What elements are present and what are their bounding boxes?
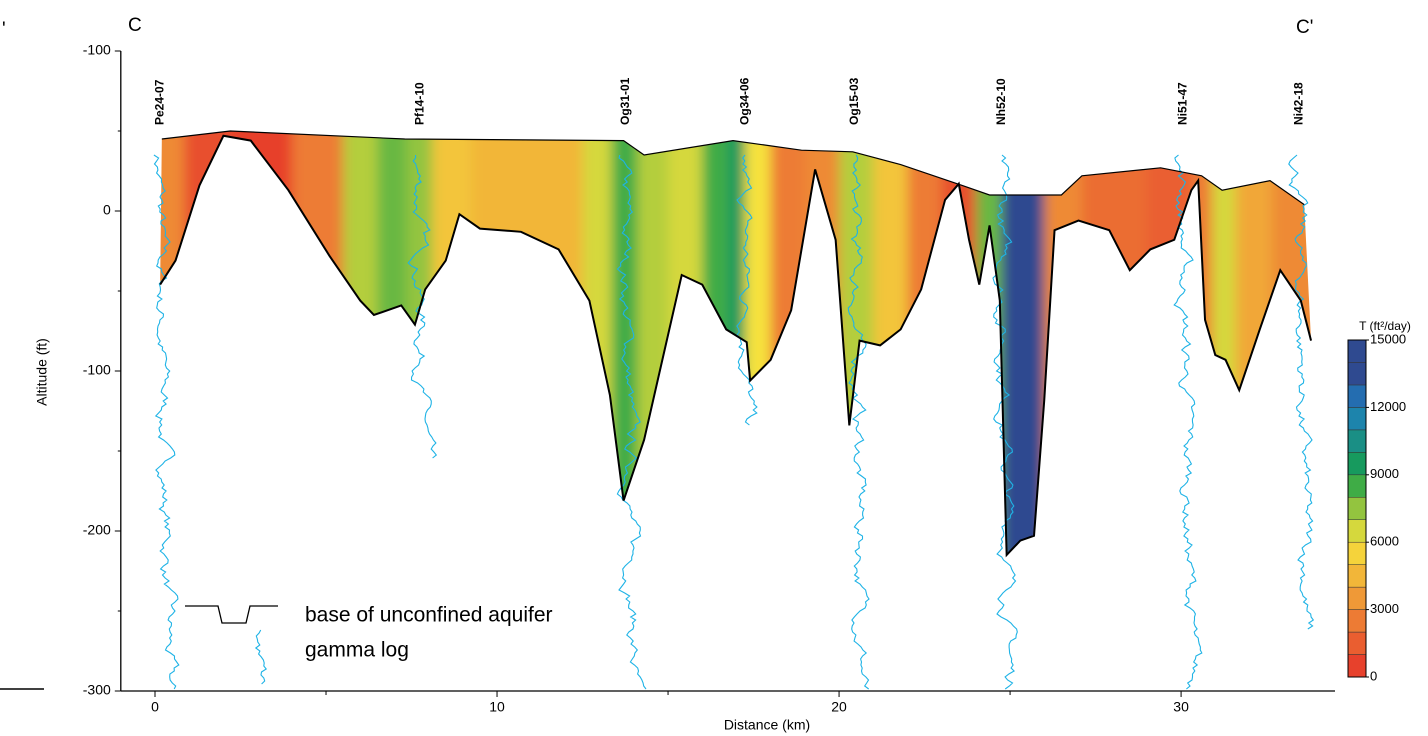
transmissivity-stripe — [975, 131, 1003, 555]
colorbar-band — [1347, 452, 1367, 476]
well-label: Og15-03 — [847, 77, 861, 125]
legend-base-symbol — [185, 605, 278, 624]
colorbar-tick-label: 15000 — [1370, 331, 1406, 346]
adjacent-panel-label: ' — [2, 19, 6, 40]
transmissivity-stripe — [1211, 131, 1237, 555]
colorbar-band — [1347, 474, 1367, 498]
transmissivity-stripe — [184, 131, 233, 555]
section-start: C — [128, 15, 142, 36]
well-label: Og31-01 — [618, 77, 632, 125]
colorbar-tick-label: 6000 — [1370, 534, 1399, 549]
stripes — [160, 131, 1312, 555]
y-axis-label: Altitude (ft) — [34, 338, 50, 406]
colorbar-frame — [1347, 339, 1367, 678]
well-label: Og34-06 — [737, 77, 751, 125]
colorbar-band — [1347, 339, 1367, 363]
axes: -100 0 -100 -200 -300 0 10 20 30 — [83, 42, 1335, 715]
transmissivity-stripe — [804, 131, 840, 555]
transmissivity-stripe — [471, 131, 532, 555]
colorbar-tick-label: 12000 — [1370, 399, 1406, 414]
y-tick-label: 0 — [103, 202, 111, 218]
transmissivity-stripe — [160, 131, 185, 555]
section-end: C' — [1296, 17, 1313, 38]
transmissivity-stripe — [611, 131, 638, 555]
transmissivity-stripe — [1023, 131, 1045, 555]
transmissivity-stripe — [582, 131, 613, 555]
colorbar-tick-label: 9000 — [1370, 466, 1399, 481]
legend: base of unconfined aquifer gamma log — [185, 604, 553, 662]
well-label: Pf14-10 — [413, 82, 427, 125]
transmissivity-stripe — [1235, 131, 1273, 555]
land-surface — [161, 130, 1305, 206]
y-tick-label: -100 — [83, 42, 111, 58]
colorbar-band — [1347, 564, 1367, 588]
y-tick-label: -200 — [83, 522, 111, 538]
legend-gamma-symbol — [254, 629, 268, 685]
well-label: Pe24-07 — [153, 79, 167, 125]
colorbar-tick-label: 0 — [1370, 668, 1377, 683]
transmissivity-stripe — [1146, 131, 1192, 555]
colorbar-band — [1347, 384, 1367, 408]
colorbar-band — [1347, 631, 1367, 655]
transmissivity-stripe — [637, 131, 669, 555]
transmissivity-stripe — [406, 131, 433, 555]
gamma-log — [992, 154, 1018, 690]
legend-base-label: base of unconfined aquifer — [305, 604, 553, 627]
y-tick-label: -100 — [83, 362, 111, 378]
gamma-log — [153, 154, 180, 690]
transmissivity-fill — [160, 131, 1312, 555]
well-label: Ni42-18 — [1292, 82, 1306, 125]
colorbar-band — [1347, 654, 1367, 678]
transmissivity-stripe — [702, 131, 729, 555]
colorbar-band — [1347, 429, 1367, 453]
transmissivity-stripe — [1271, 131, 1312, 555]
gamma-log — [1173, 154, 1203, 690]
transmissivity-stripe — [668, 131, 703, 555]
transmissivity-stripe — [1044, 131, 1083, 555]
transmissivity-stripe — [377, 131, 407, 555]
gamma-log — [616, 154, 647, 690]
transmissivity-stripe — [291, 131, 344, 555]
x-tick-label: 10 — [489, 699, 505, 715]
y-tick-label: -300 — [83, 682, 111, 698]
colorbar-band — [1347, 362, 1367, 386]
colorbar-band — [1347, 497, 1367, 520]
transmissivity-stripe — [1191, 131, 1213, 555]
transmissivity-stripe — [1001, 131, 1025, 555]
transmissivity-stripe — [727, 131, 746, 555]
gamma-log — [847, 154, 870, 690]
transmissivity-stripe — [1081, 131, 1148, 555]
x-tick-label: 20 — [831, 699, 847, 715]
colorbar-band — [1347, 609, 1367, 633]
colorbar-tick-label: 3000 — [1370, 601, 1399, 616]
x-axis-label: Distance (km) — [724, 717, 810, 733]
aquifer-base — [159, 134, 1313, 558]
x-tick-label: 0 — [151, 699, 159, 715]
transmissivity-stripe — [531, 131, 584, 555]
transmissivity-stripe — [941, 131, 977, 555]
gamma-log — [1288, 154, 1315, 630]
transmissivity-stripe — [873, 131, 908, 555]
transmissivity-stripe — [432, 131, 472, 555]
colorbar-band — [1347, 586, 1367, 610]
transmissivity-stripe — [907, 131, 943, 555]
transmissivity-stripe — [231, 131, 293, 555]
colorbar-band — [1347, 519, 1367, 543]
transmissivity-stripe — [343, 131, 378, 555]
colorbar-label: T (ft²/day) — [1359, 319, 1411, 333]
boundaries — [159, 130, 1313, 558]
well-label: Ni51-47 — [1175, 82, 1189, 125]
legend-gamma-label: gamma log — [305, 639, 409, 662]
x-tick-label: 30 — [1173, 699, 1189, 715]
colorbar-band — [1347, 541, 1367, 565]
colorbar-band — [1347, 407, 1367, 431]
well-label: Nh52-10 — [994, 78, 1008, 125]
